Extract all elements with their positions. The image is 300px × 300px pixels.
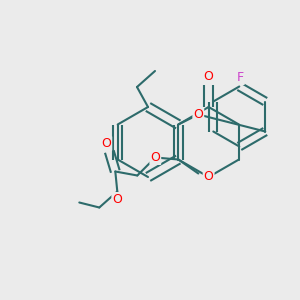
Text: O: O: [194, 108, 203, 121]
Text: O: O: [204, 170, 214, 184]
Text: O: O: [150, 151, 160, 164]
Text: O: O: [204, 70, 214, 83]
Text: O: O: [101, 137, 111, 150]
Text: F: F: [237, 71, 244, 84]
Text: O: O: [112, 193, 122, 206]
